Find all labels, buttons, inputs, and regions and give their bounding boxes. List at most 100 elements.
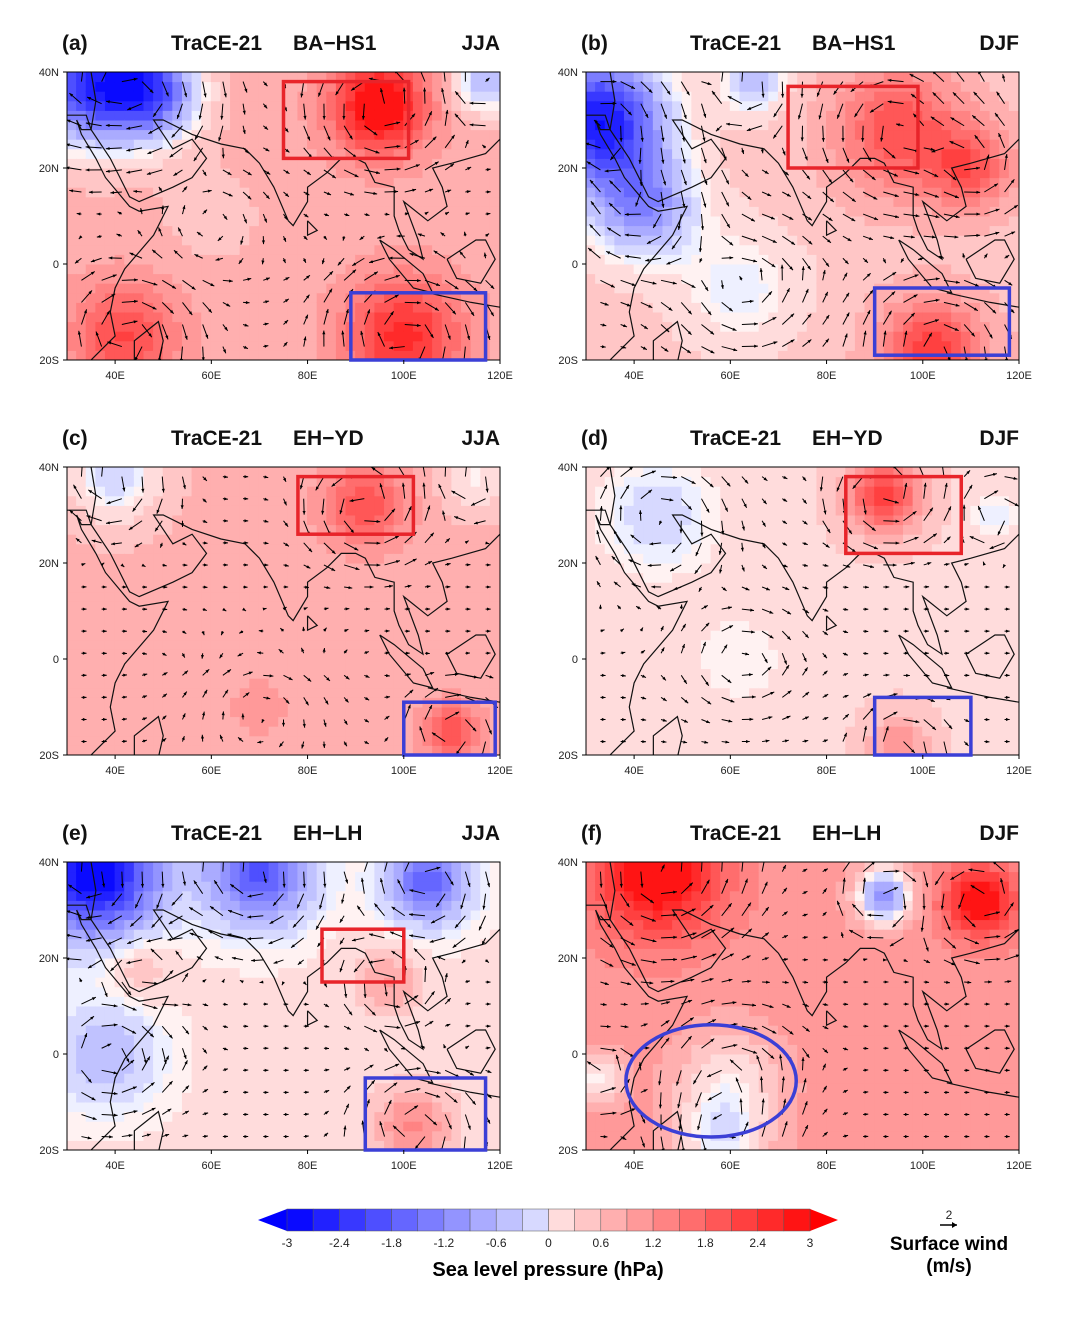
slp-cell <box>412 157 424 169</box>
slp-cell <box>210 533 222 545</box>
wind-vector <box>81 695 87 699</box>
slp-cell <box>153 109 164 121</box>
slp-cell <box>230 196 241 207</box>
slp-cell <box>268 349 280 360</box>
slp-cell <box>662 72 674 83</box>
slp-cell <box>432 591 443 602</box>
slp-cell <box>451 157 463 169</box>
wind-vector <box>600 80 617 84</box>
wind-vector <box>141 279 158 286</box>
slp-cell <box>258 744 270 755</box>
slp-cell <box>287 620 299 631</box>
slp-cell <box>595 72 606 83</box>
slp-cell <box>797 340 808 351</box>
slp-cell <box>768 90 779 102</box>
wind-vector <box>263 277 271 281</box>
slp-cell <box>220 321 232 332</box>
wind-vector <box>780 264 784 281</box>
slp-cell <box>297 90 309 102</box>
slp-cell <box>201 524 212 535</box>
slp-cell <box>67 330 78 342</box>
slp-cell <box>691 330 702 342</box>
slp-cell <box>835 205 847 217</box>
slp-cell <box>181 340 193 351</box>
slp-cell <box>797 234 808 246</box>
slp-cell <box>278 311 289 323</box>
slp-cell <box>316 349 328 360</box>
slp-cell <box>172 72 183 83</box>
wind-vector <box>221 147 225 159</box>
slp-cell <box>652 215 664 227</box>
slp-cell <box>922 205 933 217</box>
slp-cell <box>451 581 463 593</box>
wind-vector <box>303 213 309 218</box>
wind-vector <box>101 274 117 281</box>
slp-cell <box>364 648 376 660</box>
slp-cell <box>432 706 443 718</box>
slp-cell <box>461 273 472 284</box>
slp-cell <box>76 196 87 207</box>
wind-vector <box>193 147 204 162</box>
slp-cell <box>700 292 712 303</box>
slp-cell <box>210 157 222 169</box>
slp-cell <box>797 321 808 332</box>
slp-cell <box>258 476 270 487</box>
slp-cell <box>307 90 318 102</box>
slp-cell <box>739 234 751 246</box>
wind-vector <box>141 324 153 338</box>
slp-cell <box>230 677 241 689</box>
slp-cell <box>104 205 116 217</box>
slp-cell <box>364 138 376 150</box>
slp-cell <box>432 600 443 612</box>
slp-cell <box>412 668 424 679</box>
wind-vector <box>842 272 848 281</box>
slp-cell <box>623 157 635 169</box>
slp-cell <box>249 524 260 535</box>
slp-cell <box>345 205 357 217</box>
wind-vector <box>101 651 107 655</box>
slp-cell <box>681 215 693 227</box>
slp-cell <box>124 467 135 478</box>
slp-cell <box>133 495 145 506</box>
slp-cell <box>864 215 876 227</box>
slp-cell <box>258 648 270 660</box>
wind-vector <box>364 191 378 195</box>
slp-cell <box>614 253 625 265</box>
slp-cell <box>143 282 155 294</box>
wind-vector <box>640 81 653 94</box>
slp-cell <box>143 119 155 131</box>
slp-cell <box>143 100 155 111</box>
slp-cell <box>720 129 731 140</box>
slp-cell <box>258 687 270 698</box>
slp-cell <box>268 282 280 294</box>
slp-cell <box>903 157 914 169</box>
wind-vector <box>128 520 143 531</box>
wind-vector <box>242 103 246 115</box>
slp-cell <box>95 109 106 121</box>
slp-cell <box>422 639 434 650</box>
slp-cell <box>441 572 453 583</box>
slp-cell <box>210 639 222 650</box>
wind-vector <box>923 319 940 325</box>
slp-cell <box>595 552 606 564</box>
wind-vector <box>146 169 163 175</box>
slp-cell <box>422 744 434 755</box>
slp-cell <box>720 119 731 131</box>
slp-cell <box>230 485 241 497</box>
wind-vector <box>323 169 337 179</box>
slp-cell <box>720 90 731 102</box>
slp-cell <box>230 349 241 360</box>
slp-cell <box>672 340 683 351</box>
slp-cell <box>201 205 212 217</box>
slp-cell <box>623 321 635 332</box>
slp-cell <box>124 629 135 641</box>
slp-cell <box>412 148 424 159</box>
wind-vector <box>721 147 727 161</box>
slp-cell <box>67 677 78 689</box>
slp-cell <box>461 72 472 83</box>
slp-cell <box>297 591 309 602</box>
wind-vector <box>746 125 763 132</box>
panel-season: DJF <box>979 32 1019 55</box>
slp-cell <box>364 716 376 727</box>
slp-cell <box>345 620 357 631</box>
